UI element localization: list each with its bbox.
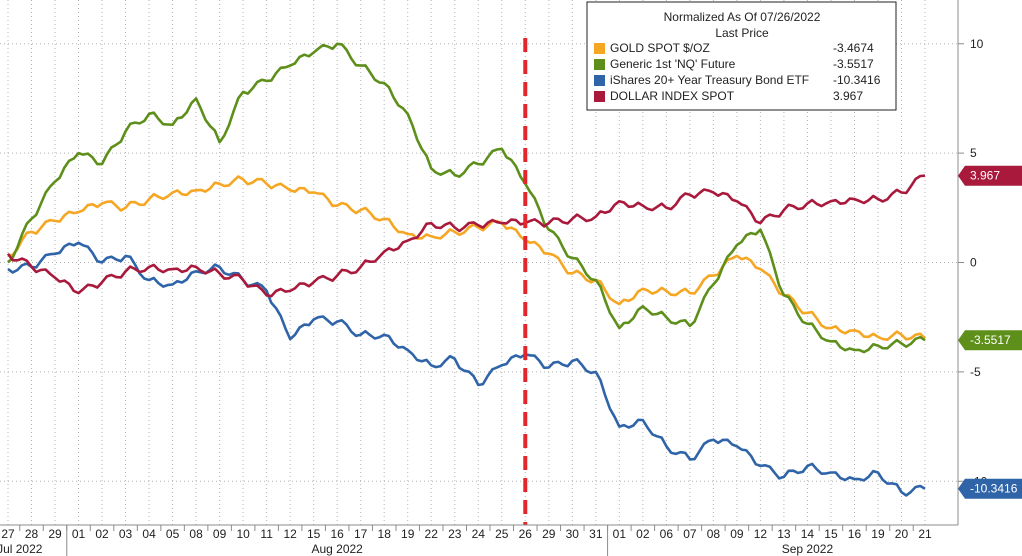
x-tick-label: 08	[189, 527, 203, 541]
x-tick-label: 01	[72, 527, 86, 541]
x-tick-label: 29	[542, 527, 556, 541]
x-tick-label: 13	[777, 527, 791, 541]
x-tick-label: 24	[472, 527, 486, 541]
month-label: Jul 2022	[0, 542, 43, 556]
x-tick-label: 15	[824, 527, 838, 541]
y-tick-label: 0	[970, 256, 977, 270]
series-line	[7, 175, 926, 341]
legend-series-value: -3.4674	[833, 41, 874, 55]
x-tick-label: 04	[142, 527, 156, 541]
x-tick-label: 07	[683, 527, 697, 541]
x-tick-label: 27	[1, 527, 15, 541]
last-value-tag-bg	[958, 330, 1022, 351]
last-value-tag-text: 3.967	[970, 169, 1000, 183]
series-line	[7, 241, 926, 497]
last-value-tag: -10.3416	[958, 478, 1022, 499]
x-tick-label: 25	[495, 527, 509, 541]
legend-entry: Generic 1st 'NQ' Future -3.5517	[594, 57, 874, 71]
last-value-tag-bg	[958, 165, 1022, 186]
x-tick-label: 09	[730, 527, 744, 541]
legend-series-name: GOLD SPOT $/OZ	[610, 41, 710, 55]
legend-header: Normalized As Of 07/26/2022	[664, 10, 821, 24]
last-value-tags: -3.5517 -10.3416 3.967	[958, 165, 1022, 499]
legend-series-name: iShares 20+ Year Treasury Bond ETF	[610, 73, 809, 87]
x-tick-label: 19	[401, 527, 415, 541]
x-tick-label: 21	[918, 527, 932, 541]
x-tick-label: 02	[95, 527, 109, 541]
x-tick-label: 23	[448, 527, 462, 541]
legend-series-value: -3.5517	[833, 57, 874, 71]
x-tick-label: 26	[519, 527, 533, 541]
x-tick-label: 10	[236, 527, 250, 541]
x-tick-label: 08	[707, 527, 721, 541]
legend-entry: iShares 20+ Year Treasury Bond ETF -10.34…	[594, 73, 881, 87]
last-value-tag: -3.5517	[958, 330, 1022, 351]
x-tick-label: 11	[260, 527, 273, 541]
x-tick-label: 18	[378, 527, 392, 541]
legend-series-value: 3.967	[833, 89, 863, 103]
legend-entry: DOLLAR INDEX SPOT 3.967	[594, 89, 863, 103]
legend-swatch	[594, 75, 605, 86]
x-tick-label: 03	[119, 527, 133, 541]
legend-swatch	[594, 91, 605, 102]
legend-series-name: DOLLAR INDEX SPOT	[610, 89, 735, 103]
x-tick-label: 17	[354, 527, 368, 541]
legend-series-value: -10.3416	[833, 73, 881, 87]
x-tick-label: 31	[589, 527, 603, 541]
legend-box	[586, 1, 897, 111]
month-label: Sep 2022	[782, 542, 834, 556]
x-tick-label: 19	[871, 527, 885, 541]
x-tick-label: 28	[25, 527, 39, 541]
x-tick-label: 12	[283, 527, 297, 541]
series-lines	[6, 42, 926, 497]
legend-entry: GOLD SPOT $/OZ -3.4674	[594, 41, 874, 55]
x-tick-label: 20	[895, 527, 909, 541]
last-value-tag-text: -3.5517	[970, 333, 1011, 347]
x-tick-label: 29	[48, 527, 62, 541]
legend-swatch	[594, 43, 605, 54]
series-line	[6, 174, 926, 298]
x-tick-label: 02	[636, 527, 650, 541]
y-tick-label: 10	[970, 37, 984, 51]
x-tick-label: 16	[848, 527, 862, 541]
x-tick-label: 06	[660, 527, 674, 541]
x-tick-label: 12	[754, 527, 768, 541]
legend-series-name: Generic 1st 'NQ' Future	[610, 57, 736, 71]
last-value-tag-text: -10.3416	[970, 482, 1018, 496]
x-axis-labels: 27 28 29 01 02 03 04 05 08 09 10 11 12 15 16 17 18 19 22 23…	[0, 525, 932, 556]
x-tick-label: 22	[425, 527, 439, 541]
x-tick-label: 09	[213, 527, 227, 541]
y-tick-label: -5	[970, 365, 981, 379]
x-tick-label: 05	[166, 527, 180, 541]
series-line	[7, 42, 926, 354]
month-label: Aug 2022	[311, 542, 363, 556]
legend-swatch	[594, 59, 605, 70]
legend-entries: GOLD SPOT $/OZ -3.4674 Generic 1st 'NQ' Fu…	[594, 41, 881, 103]
x-tick-label: 16	[330, 527, 344, 541]
y-tick-label: 5	[970, 146, 977, 160]
x-tick-label: 30	[566, 527, 580, 541]
legend-subheader: Last Price	[715, 26, 769, 40]
legend: Normalized As Of 07/26/2022 Last Price G…	[586, 1, 897, 111]
last-value-tag-bg	[958, 478, 1022, 499]
x-tick-label: 15	[307, 527, 321, 541]
x-tick-label: 14	[801, 527, 815, 541]
last-value-tag: 3.967	[958, 165, 1022, 186]
x-tick-label: 01	[613, 527, 627, 541]
